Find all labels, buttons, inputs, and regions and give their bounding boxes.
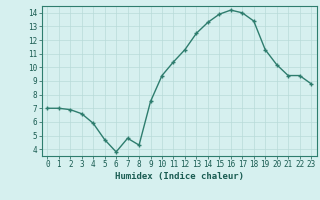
X-axis label: Humidex (Indice chaleur): Humidex (Indice chaleur) <box>115 172 244 181</box>
